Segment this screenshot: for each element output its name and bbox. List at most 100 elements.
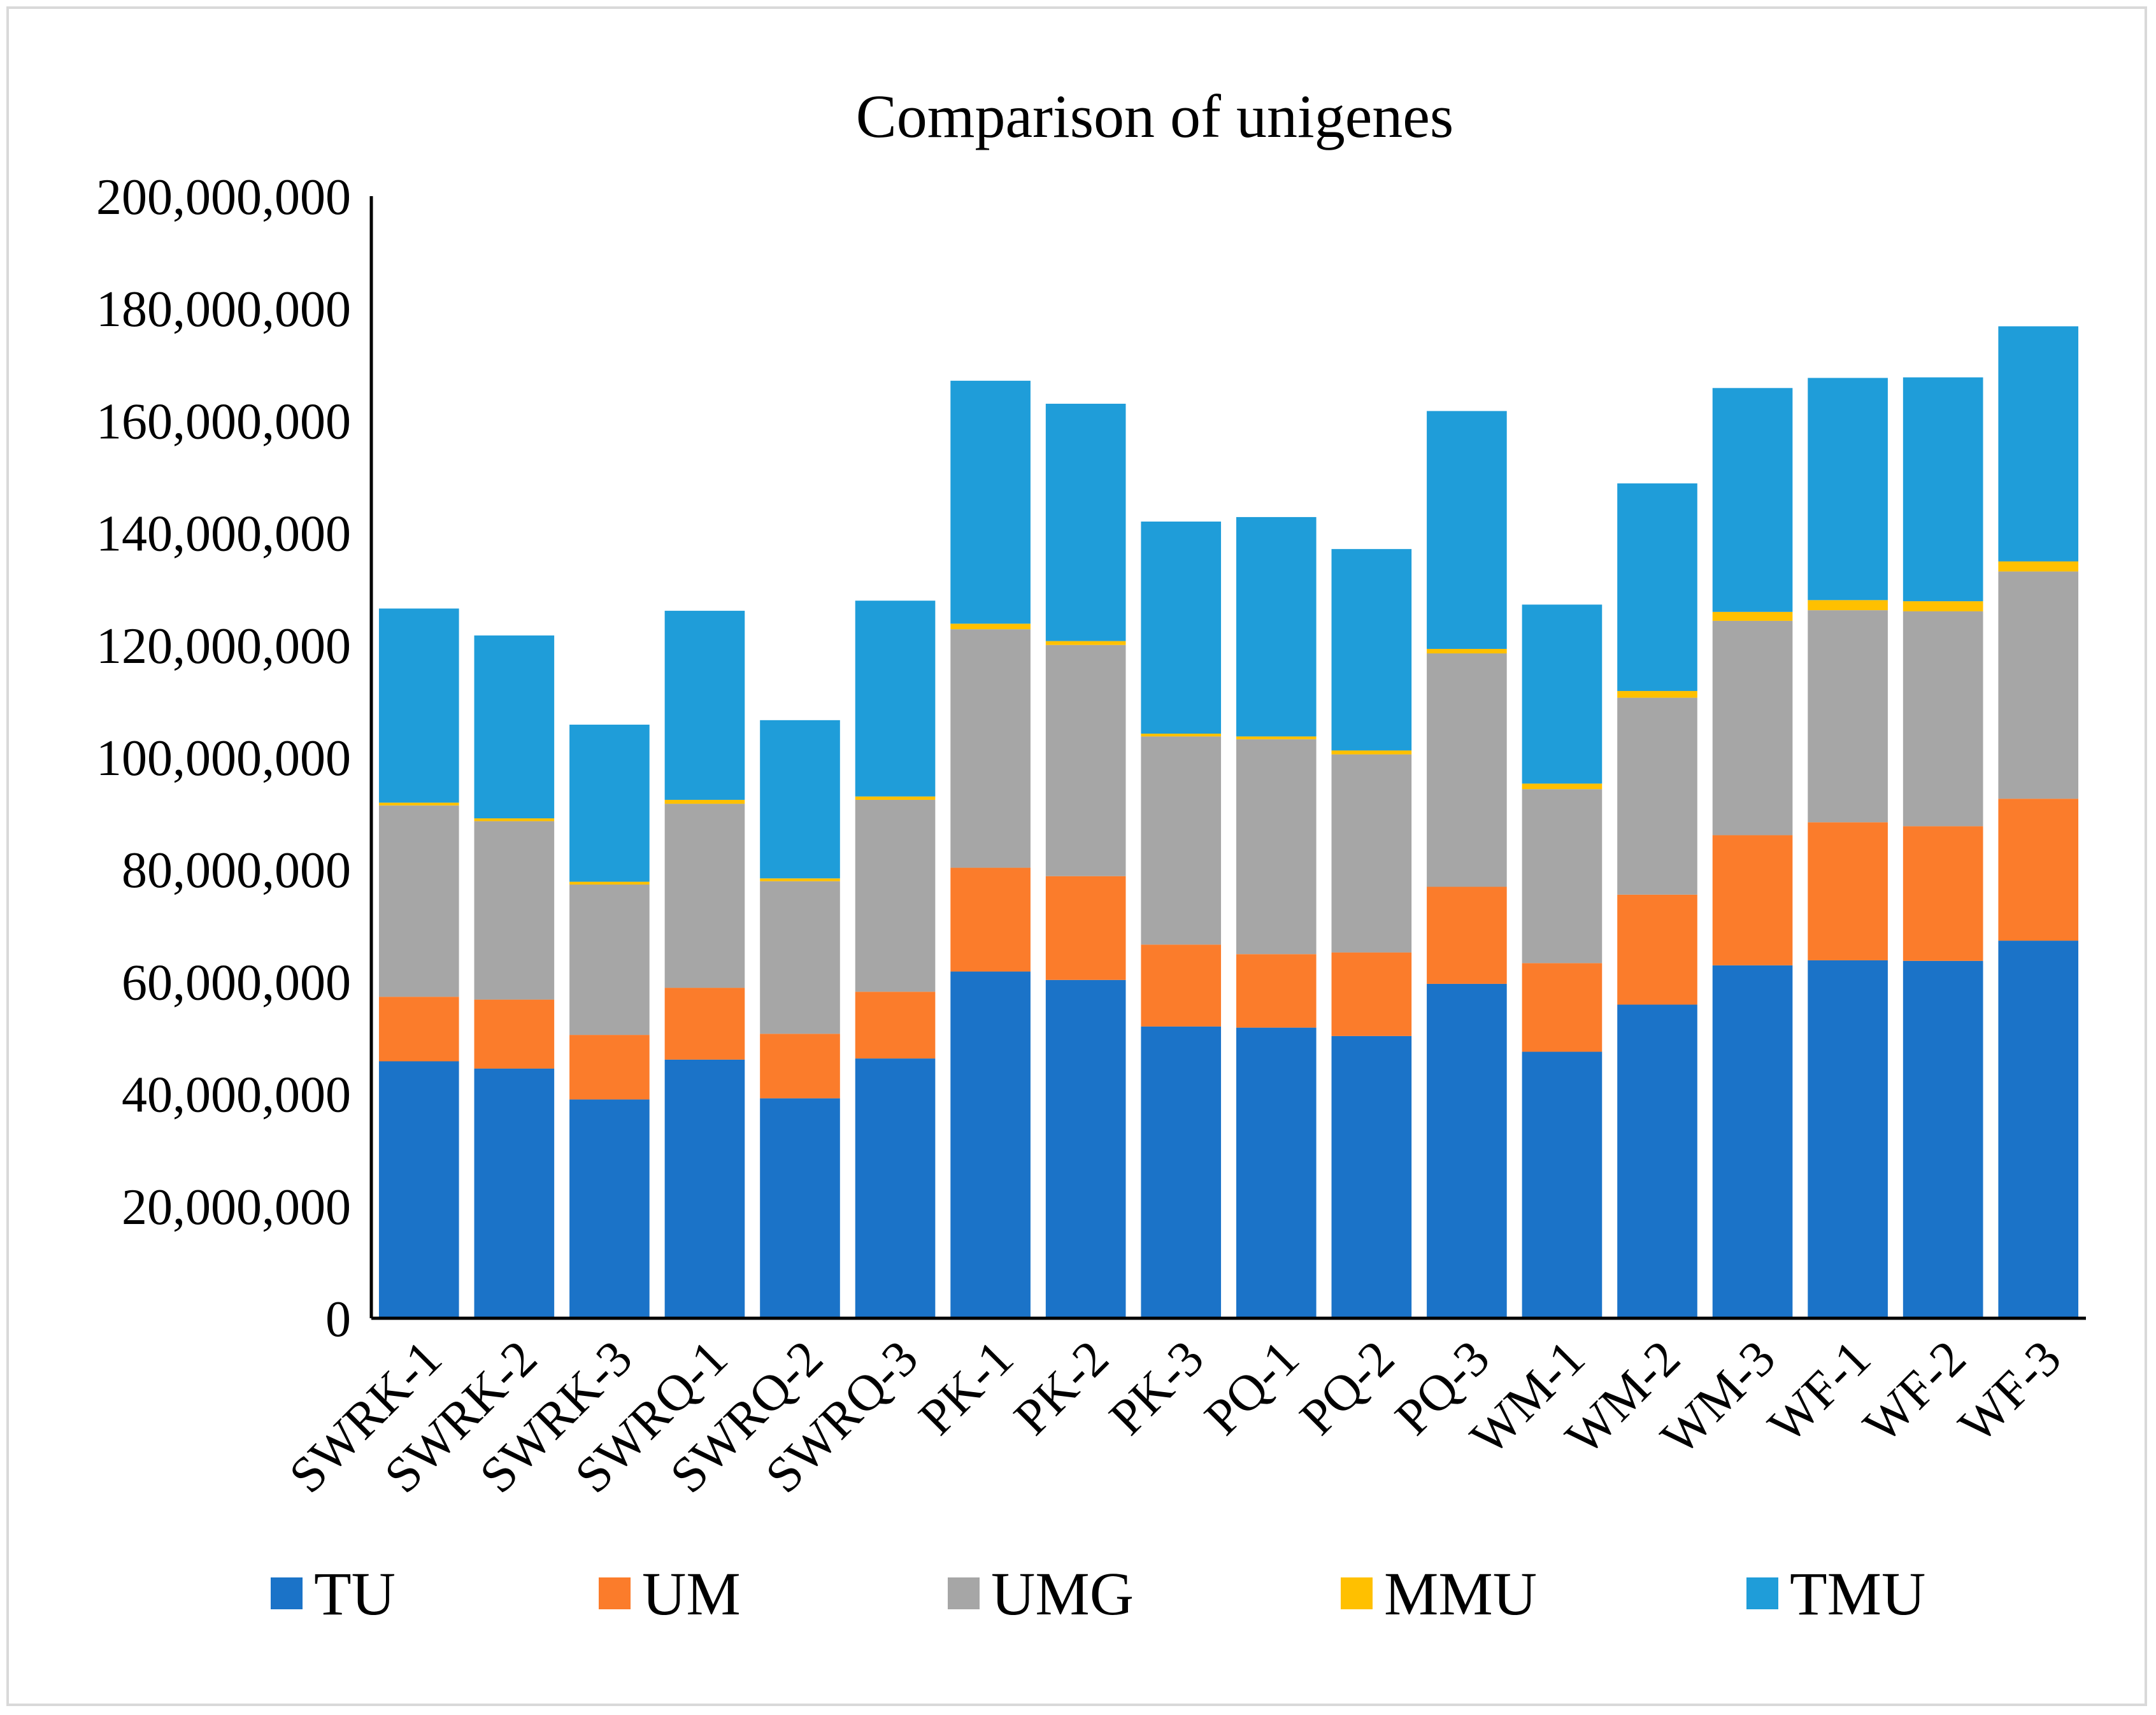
x-tick-label: PK-3	[1099, 1330, 1215, 1446]
bar-mmu-pk-2	[1045, 641, 1126, 645]
legend: TU UM UMG MMU TMU	[271, 1560, 1925, 1628]
legend-swatch-tmu	[1746, 1577, 1778, 1609]
x-tick-label: WF-2	[1853, 1330, 1976, 1454]
y-tick-label: 0	[325, 1292, 351, 1348]
bars-group	[378, 326, 2079, 1318]
bar-umg-swrq-1	[664, 804, 745, 988]
x-axis: SWRK-1SWRK-2SWRK-3SWRQ-1SWRQ-2SWRQ-3PK-1…	[279, 1316, 2086, 1504]
bar-mmu-wm-2	[1617, 691, 1697, 698]
bar-umg-swrq-3	[855, 799, 936, 992]
bar-tu-wf-1	[1808, 960, 1888, 1318]
bar-mmu-pq-3	[1427, 648, 1507, 654]
bar-tmu-pq-1	[1236, 516, 1317, 737]
bar-umg-pq-3	[1427, 653, 1507, 887]
bar-mmu-wf-1	[1808, 600, 1888, 611]
bar-umg-wf-1	[1808, 610, 1888, 823]
bar-mmu-wf-2	[1903, 601, 1983, 611]
x-tick-label: PQ-2	[1289, 1330, 1405, 1446]
bar-umg-wm-2	[1617, 697, 1697, 895]
bar-tmu-pq-3	[1427, 411, 1507, 649]
bar-um-wf-3	[1998, 799, 2079, 941]
bar-umg-swrk-2	[474, 821, 555, 1000]
bar-mmu-swrk-3	[569, 881, 650, 885]
bar-tu-swrq-3	[855, 1058, 936, 1318]
bar-um-pk-1	[950, 867, 1031, 972]
bar-tmu-wm-2	[1617, 483, 1697, 692]
y-tick-label: 20,000,000	[122, 1179, 351, 1235]
bar-tmu-pk-1	[950, 380, 1031, 624]
bar-umg-swrq-2	[760, 881, 840, 1034]
legend-label-mmu: MMU	[1384, 1560, 1537, 1628]
bar-tu-pk-2	[1045, 979, 1126, 1318]
bar-um-wm-2	[1617, 894, 1697, 1005]
bar-tu-swrq-1	[664, 1059, 745, 1318]
bar-um-pk-2	[1045, 876, 1126, 980]
y-tick-label: 140,000,000	[96, 506, 351, 562]
y-tick-label: 200,000,000	[96, 169, 351, 225]
bar-mmu-pq-1	[1236, 736, 1317, 739]
legend-label-um: UM	[642, 1560, 741, 1628]
bar-um-swrq-2	[760, 1034, 840, 1099]
bar-tmu-pq-2	[1331, 549, 1412, 751]
bar-mmu-swrk-1	[378, 802, 459, 806]
bar-umg-swrk-1	[378, 805, 459, 997]
bar-um-pq-3	[1427, 886, 1507, 984]
x-tick-label: PK-1	[908, 1330, 1024, 1446]
bar-um-swrk-2	[474, 999, 555, 1069]
bar-umg-wm-1	[1522, 789, 1603, 964]
bar-umg-pk-1	[950, 629, 1031, 868]
bar-tmu-wm-3	[1712, 388, 1793, 612]
legend-swatch-um	[599, 1577, 631, 1609]
bar-umg-pq-1	[1236, 739, 1317, 955]
bar-um-swrk-3	[569, 1035, 650, 1100]
bar-tu-wm-1	[1522, 1051, 1603, 1318]
bar-tmu-swrk-1	[378, 608, 459, 803]
bar-mmu-pk-3	[1141, 734, 1222, 737]
bar-um-wm-1	[1522, 963, 1603, 1052]
bar-tu-swrq-2	[760, 1098, 840, 1318]
legend-swatch-tu	[271, 1577, 303, 1609]
y-tick-label: 100,000,000	[96, 730, 351, 786]
y-tick-label: 180,000,000	[96, 281, 351, 338]
bar-umg-wf-3	[1998, 571, 2079, 799]
bar-um-pq-2	[1331, 952, 1412, 1036]
bar-umg-pk-3	[1141, 736, 1222, 945]
legend-swatch-umg	[948, 1577, 980, 1609]
bar-tmu-wf-1	[1808, 378, 1888, 601]
x-tick-label: PQ-1	[1194, 1330, 1310, 1446]
x-tick-label: WF-3	[1948, 1330, 2072, 1454]
bar-tu-wf-2	[1903, 960, 1983, 1318]
bar-mmu-pq-2	[1331, 750, 1412, 755]
bar-um-pq-1	[1236, 954, 1317, 1028]
bar-tmu-swrq-2	[760, 720, 840, 879]
bar-tu-pq-2	[1331, 1035, 1412, 1318]
bar-mmu-wm-3	[1712, 611, 1793, 621]
bar-mmu-swrq-1	[664, 799, 745, 804]
bar-um-pk-3	[1141, 944, 1222, 1027]
y-axis: 0 20,000,000 40,000,000 60,000,000 80,000,00…	[96, 169, 373, 1348]
bar-umg-wm-3	[1712, 620, 1793, 836]
bar-tmu-swrq-3	[855, 601, 936, 797]
bar-tu-wm-3	[1712, 965, 1793, 1318]
bar-um-wf-1	[1808, 822, 1888, 960]
bar-tu-wm-2	[1617, 1004, 1697, 1318]
chart-title: Comparison of unigenes	[856, 82, 1454, 150]
bar-tu-pk-1	[950, 971, 1031, 1318]
bar-um-swrk-1	[378, 997, 459, 1062]
bar-um-wm-3	[1712, 835, 1793, 965]
bar-mmu-wf-3	[1998, 561, 2079, 572]
bar-mmu-wm-1	[1522, 783, 1603, 790]
bar-mmu-swrk-2	[474, 818, 555, 822]
bar-tmu-wf-3	[1998, 326, 2079, 562]
bar-tmu-swrq-1	[664, 611, 745, 800]
bar-tu-swrk-1	[378, 1061, 459, 1318]
y-tick-label: 120,000,000	[96, 618, 351, 674]
y-tick-label: 160,000,000	[96, 394, 351, 450]
bar-tmu-wf-2	[1903, 377, 1983, 602]
bar-mmu-swrq-3	[855, 796, 936, 800]
bar-tmu-pk-3	[1141, 521, 1222, 734]
bar-um-wf-2	[1903, 826, 1983, 961]
bar-mmu-pk-1	[950, 623, 1031, 630]
bar-tu-pk-3	[1141, 1026, 1222, 1318]
